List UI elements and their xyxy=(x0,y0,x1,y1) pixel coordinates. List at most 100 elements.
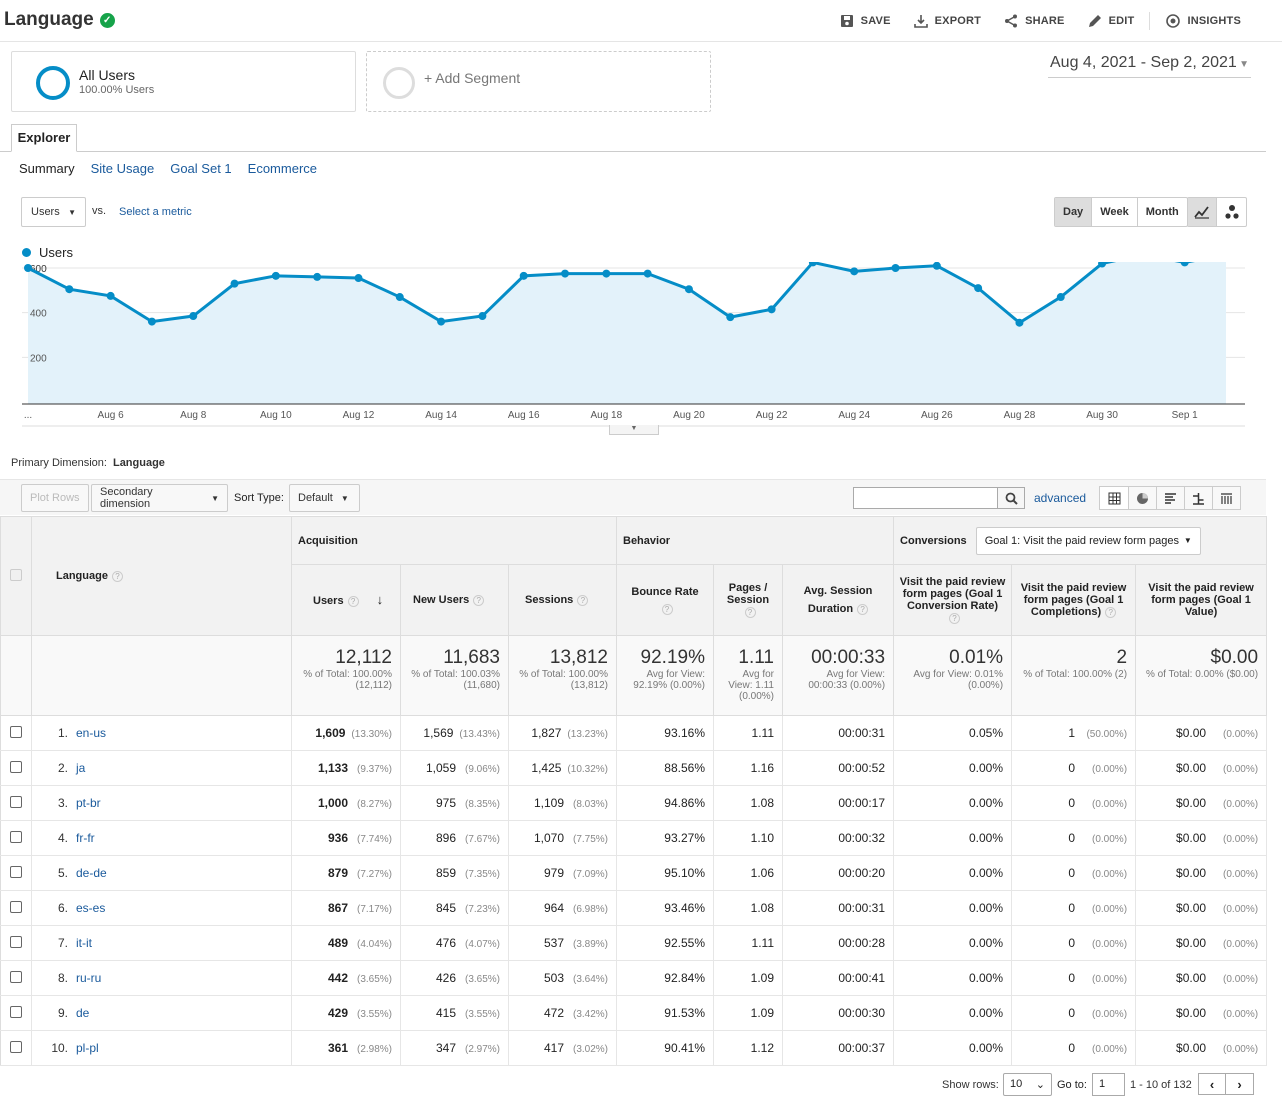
row-checkbox[interactable] xyxy=(10,1040,22,1053)
secondary-dimension-select[interactable]: Secondary dimension ▼ xyxy=(91,484,228,512)
language-link[interactable]: pl-pl xyxy=(76,1041,99,1055)
insights-button[interactable]: INSIGHTS xyxy=(1154,11,1252,31)
language-column-header[interactable]: Language? xyxy=(31,516,292,636)
help-icon[interactable]: ? xyxy=(661,603,673,615)
advanced-filter-link[interactable]: advanced xyxy=(1034,491,1087,505)
period-day-button[interactable]: Day xyxy=(1055,198,1092,226)
export-button[interactable]: EXPORT xyxy=(902,11,992,31)
help-icon[interactable]: ? xyxy=(949,613,961,624)
goal-value-percent: (0.00%) xyxy=(1223,729,1259,740)
pages-per-session-column-header[interactable]: Pages / Session? xyxy=(713,564,783,636)
new-users-percent: (7.35%) xyxy=(464,869,500,880)
language-link[interactable]: pt-br xyxy=(76,796,101,810)
export-icon xyxy=(913,15,928,28)
sessions-value: 1,109 xyxy=(533,796,564,810)
row-checkbox[interactable] xyxy=(10,935,22,948)
tab-explorer[interactable]: Explorer xyxy=(11,124,77,152)
goto-label: Go to: xyxy=(1057,1079,1087,1091)
verified-check-icon: ✓ xyxy=(99,12,115,28)
language-link[interactable]: ru-ru xyxy=(76,971,102,985)
data-view-button[interactable] xyxy=(1100,487,1128,509)
data-point xyxy=(24,264,32,272)
add-segment-button[interactable]: + Add Segment xyxy=(366,51,711,112)
row-checkbox[interactable] xyxy=(10,1005,22,1018)
sort-desc-icon: ↓ xyxy=(376,591,384,607)
line-chart-button[interactable] xyxy=(1188,198,1217,226)
goal-select[interactable]: Goal 1: Visit the paid review form pages… xyxy=(975,526,1201,555)
data-point xyxy=(808,262,817,267)
sessions-percent: (10.32%) xyxy=(567,764,608,775)
next-page-button[interactable]: › xyxy=(1237,1076,1242,1092)
table-search-input[interactable] xyxy=(853,487,1025,509)
goal-value-percent: (0.00%) xyxy=(1223,1009,1259,1020)
motion-chart-button[interactable] xyxy=(1217,198,1246,226)
subtab-goal-set-1[interactable]: Goal Set 1 xyxy=(170,161,232,176)
select-metric-link[interactable]: Select a metric xyxy=(119,206,192,218)
row-checkbox[interactable] xyxy=(10,970,22,983)
subtab-summary[interactable]: Summary xyxy=(19,161,75,176)
row-checkbox[interactable] xyxy=(10,795,22,808)
row-checkbox[interactable] xyxy=(10,865,22,878)
date-range-picker[interactable]: Aug 4, 2021 - Sep 2, 2021 ▼ xyxy=(1048,54,1251,78)
row-checkbox[interactable] xyxy=(10,725,22,738)
goto-input[interactable]: 1 xyxy=(1092,1073,1125,1096)
subtab-site-usage[interactable]: Site Usage xyxy=(90,161,155,176)
select-all-checkbox[interactable] xyxy=(10,568,22,581)
comparison-view-button[interactable] xyxy=(1184,487,1212,509)
new-users-value: 1,569 xyxy=(423,726,454,740)
language-link[interactable]: it-it xyxy=(76,936,92,950)
users-percent: (13.30%) xyxy=(351,729,392,740)
percentage-view-button[interactable] xyxy=(1128,487,1156,509)
sort-type-select[interactable]: Default ▼ xyxy=(289,484,360,512)
language-link[interactable]: en-us xyxy=(76,726,107,740)
performance-view-button[interactable] xyxy=(1156,487,1184,509)
bounce-rate-column-header[interactable]: Bounce Rate? xyxy=(616,564,714,636)
avg-session-duration-column-header[interactable]: Avg. Session Duration? xyxy=(781,564,895,636)
previous-page-button[interactable]: ‹ xyxy=(1199,1074,1226,1094)
help-icon[interactable]: ? xyxy=(857,604,869,615)
users-percent: (7.17%) xyxy=(356,904,392,915)
language-link[interactable]: fr-fr xyxy=(76,831,95,845)
users-column-header[interactable]: Users? ↓ xyxy=(291,564,401,636)
plot-rows-button[interactable]: Plot Rows xyxy=(21,484,89,512)
sessions-value: 472 xyxy=(543,1006,564,1020)
goal-value-column-header[interactable]: Visit the paid review form pages (Goal 1… xyxy=(1135,564,1268,636)
language-link[interactable]: de xyxy=(76,1006,90,1020)
language-link[interactable]: es-es xyxy=(76,901,106,915)
help-icon[interactable]: ? xyxy=(347,595,359,607)
sessions-value: 964 xyxy=(543,901,564,915)
subtab-ecommerce[interactable]: Ecommerce xyxy=(247,161,318,176)
row-checkbox[interactable] xyxy=(10,760,22,773)
save-button[interactable]: SAVE xyxy=(828,11,902,31)
language-link[interactable]: de-de xyxy=(76,866,107,880)
help-icon[interactable]: ? xyxy=(744,607,756,618)
new-users-percent: (8.35%) xyxy=(464,799,500,810)
help-icon[interactable]: ? xyxy=(1105,607,1117,618)
avg-session-duration-value: 00:00:17 xyxy=(782,785,895,821)
goal-value: $0.00 xyxy=(1176,726,1207,740)
metric-select[interactable]: Users ▼ xyxy=(21,197,86,227)
segment-all-users[interactable]: All Users 100.00% Users xyxy=(11,51,356,112)
help-icon[interactable]: ? xyxy=(473,595,485,606)
goal-conversion-rate-column-header[interactable]: Visit the paid review form pages (Goal 1… xyxy=(893,564,1013,636)
chart-collapse-handle[interactable]: ▼ xyxy=(609,425,659,435)
period-week-button[interactable]: Week xyxy=(1091,198,1137,226)
help-icon[interactable]: ? xyxy=(577,595,589,606)
row-checkbox[interactable] xyxy=(10,830,22,843)
period-month-button[interactable]: Month xyxy=(1136,198,1187,226)
sessions-percent: (3.64%) xyxy=(572,974,608,985)
show-rows-select[interactable]: 10 ⌄ xyxy=(1003,1073,1052,1096)
row-checkbox[interactable] xyxy=(10,900,22,913)
goal-completions-column-header[interactable]: Visit the paid review form pages (Goal 1… xyxy=(1011,564,1137,636)
search-button[interactable] xyxy=(997,488,1024,508)
sessions-column-header[interactable]: Sessions? xyxy=(508,564,617,636)
help-icon[interactable]: ? xyxy=(111,571,123,582)
data-point xyxy=(1056,293,1065,302)
new-users-value: 1,059 xyxy=(425,761,456,775)
language-link[interactable]: ja xyxy=(76,761,86,775)
edit-button[interactable]: EDIT xyxy=(1076,11,1146,31)
new-users-column-header[interactable]: New Users? xyxy=(400,564,509,636)
pivot-view-button[interactable] xyxy=(1212,487,1240,509)
share-button[interactable]: SHARE xyxy=(992,11,1076,31)
x-tick-label: Aug 30 xyxy=(1086,410,1118,421)
